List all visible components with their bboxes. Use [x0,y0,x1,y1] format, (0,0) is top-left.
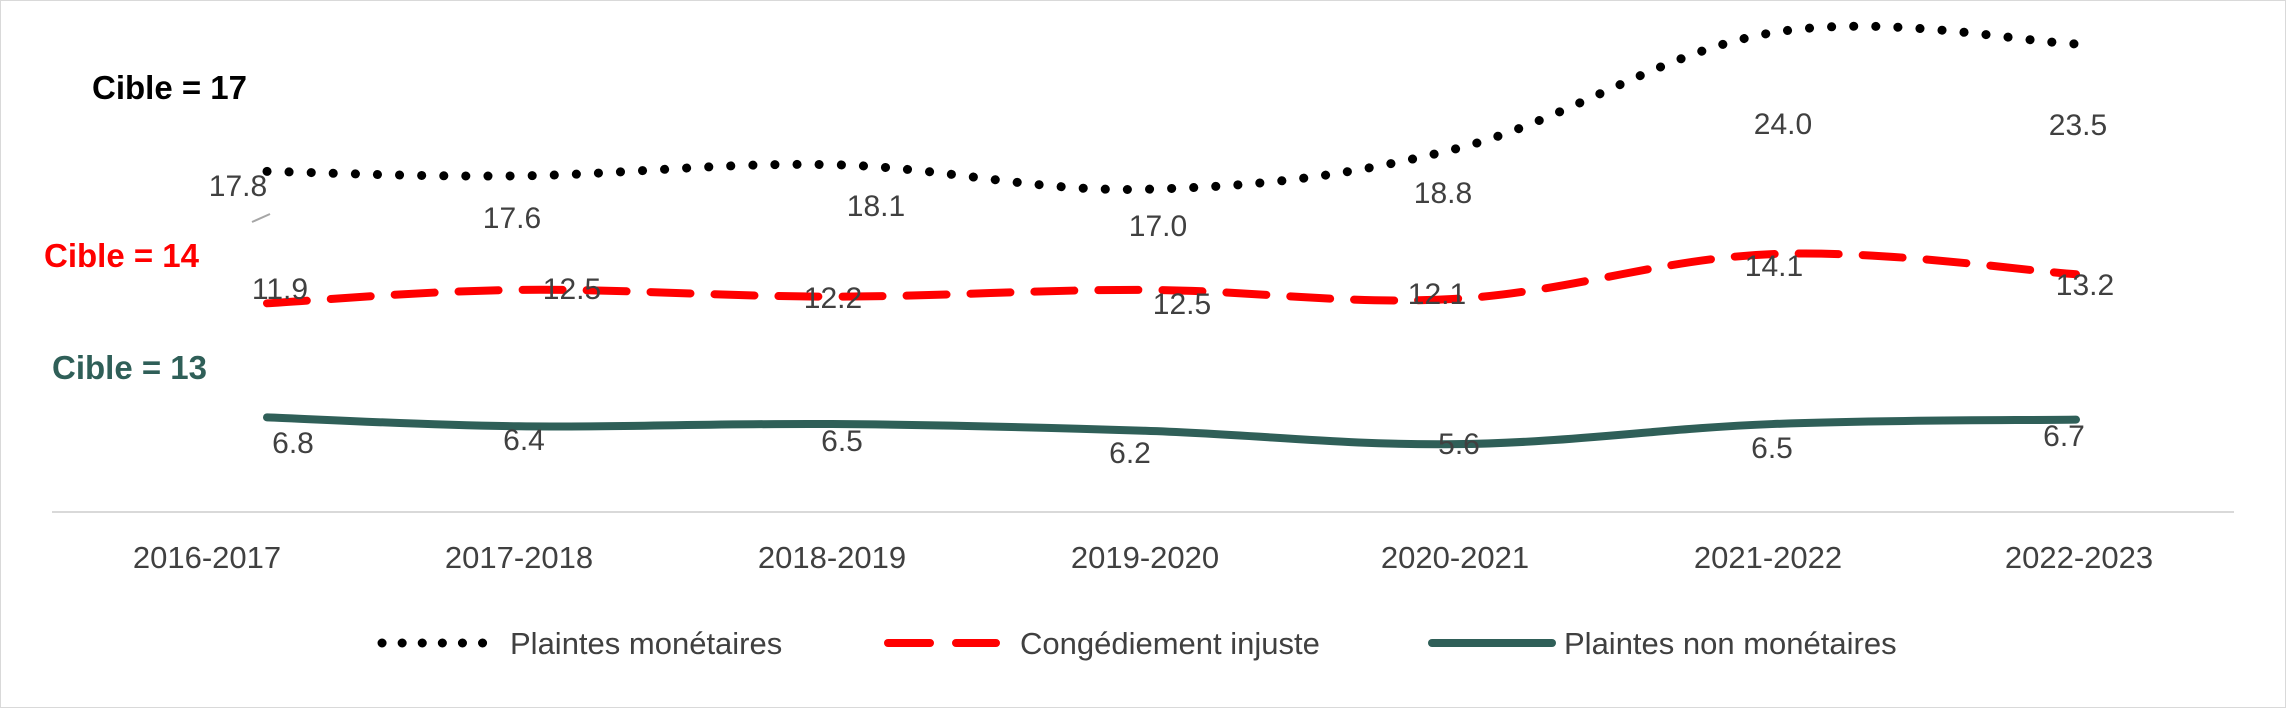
data-label-plaintes-non-monetaires-4: 5.6 [1438,428,1480,461]
legend-label-congediement-injuste: Congédiement injuste [1020,626,1320,661]
data-label-congediement-injuste-4: 12.1 [1408,278,1466,311]
x-tick-label-3: 2019-2020 [1071,540,1219,575]
data-label-plaintes-non-monetaires-0: 6.8 [272,427,314,460]
target-label-plaintes-non-monetaires: Cible = 13 [52,349,207,386]
target-label-congediement-injuste: Cible = 14 [44,237,200,274]
data-label-congediement-injuste-0: 11.9 [252,273,308,306]
series-line-congediement-injuste [263,249,2080,308]
data-labels: 17.8 17.6 18.1 17.0 18.8 24.0 23.5 11.9 12.5 12.2… [209,108,2114,470]
series-line-plaintes-monetaires [262,21,2081,195]
legend-label-plaintes-monetaires: Plaintes monétaires [510,626,782,661]
data-label-congediement-injuste-2: 12.2 [804,282,862,315]
data-label-congediement-injuste-6: 13.2 [2056,269,2114,302]
data-label-plaintes-monetaires-6: 23.5 [2049,109,2107,142]
data-label-plaintes-monetaires-5: 24.0 [1754,108,1812,141]
series-line-plaintes-non-monetaires [263,413,2080,449]
data-label-plaintes-non-monetaires-2: 6.5 [821,425,863,458]
data-label-plaintes-non-monetaires-5: 6.5 [1751,432,1793,465]
data-label-plaintes-non-monetaires-3: 6.2 [1109,437,1151,470]
x-tick-label-1: 2017-2018 [445,540,593,575]
x-tick-label-6: 2022-2023 [2005,540,2153,575]
legend-label-plaintes-non-monetaires: Plaintes non monétaires [1564,626,1897,661]
x-tick-label-0: 2016-2017 [133,540,281,575]
data-label-plaintes-monetaires-3: 17.0 [1129,210,1187,243]
x-tick-label-2: 2018-2019 [758,540,906,575]
data-label-plaintes-monetaires-2: 18.1 [847,190,905,223]
data-label-plaintes-monetaires-4: 18.8 [1414,177,1472,210]
data-label-plaintes-non-monetaires-6: 6.7 [2043,420,2085,453]
data-label-congediement-injuste-5: 14.1 [1745,250,1803,283]
data-label-congediement-injuste-3: 12.5 [1153,288,1211,321]
series-lines [262,21,2081,449]
data-label-plaintes-monetaires-0: 17.8 [209,170,267,203]
x-tick-label-4: 2020-2021 [1381,540,1529,575]
x-tick-label-5: 2021-2022 [1694,540,1842,575]
data-label-congediement-injuste-1: 12.5 [543,273,601,306]
target-label-plaintes-monetaires: Cible = 17 [92,69,247,106]
data-label-leader [251,213,271,223]
legend: Plaintes monétaires Congédiement injuste… [377,626,1897,661]
data-label-plaintes-non-monetaires-1: 6.4 [503,424,545,457]
data-label-plaintes-monetaires-1: 17.6 [483,202,541,235]
x-axis-tick-labels: 2016-2017 2017-2018 2018-2019 2019-2020 2020… [133,540,2153,575]
